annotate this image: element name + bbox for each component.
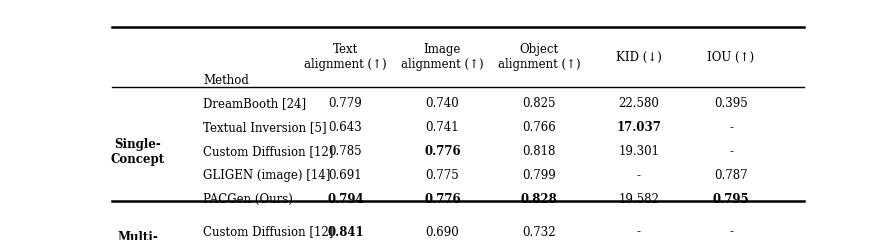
Text: 0.787: 0.787 — [714, 169, 747, 182]
Text: Single-
Concept: Single- Concept — [111, 138, 165, 166]
Text: 0.818: 0.818 — [522, 145, 556, 158]
Text: 0.643: 0.643 — [329, 121, 363, 134]
Text: -: - — [729, 121, 733, 134]
Text: Method: Method — [203, 74, 249, 87]
Text: -: - — [637, 169, 641, 182]
Text: KID (↓): KID (↓) — [616, 51, 662, 64]
Text: 0.775: 0.775 — [426, 169, 459, 182]
Text: 19.301: 19.301 — [619, 145, 660, 158]
Text: 0.825: 0.825 — [522, 97, 556, 110]
Text: 0.766: 0.766 — [522, 121, 556, 134]
Text: Textual Inversion [5]: Textual Inversion [5] — [203, 121, 327, 134]
Text: 0.841: 0.841 — [327, 226, 363, 239]
Text: -: - — [637, 226, 641, 239]
Text: 0.779: 0.779 — [329, 97, 363, 110]
Text: DreamBooth [24]: DreamBooth [24] — [203, 97, 306, 110]
Text: 0.799: 0.799 — [522, 169, 556, 182]
Text: Custom Diffusion [12]: Custom Diffusion [12] — [203, 145, 333, 158]
Text: Multi-
Concept: Multi- Concept — [111, 231, 165, 240]
Text: 19.582: 19.582 — [619, 193, 659, 206]
Text: 0.785: 0.785 — [329, 145, 363, 158]
Text: Text
alignment (↑): Text alignment (↑) — [305, 43, 387, 72]
Text: 0.828: 0.828 — [521, 193, 558, 206]
Text: 22.580: 22.580 — [619, 97, 659, 110]
Text: 0.740: 0.740 — [426, 97, 459, 110]
Text: 0.690: 0.690 — [426, 226, 459, 239]
Text: 0.776: 0.776 — [424, 193, 461, 206]
Text: 0.732: 0.732 — [522, 226, 556, 239]
Text: 0.741: 0.741 — [426, 121, 459, 134]
Text: 17.037: 17.037 — [616, 121, 662, 134]
Text: 0.794: 0.794 — [327, 193, 363, 206]
Text: Custom Diffusion [12]: Custom Diffusion [12] — [203, 226, 333, 239]
Text: -: - — [729, 145, 733, 158]
Text: GLIGEN (image) [14]: GLIGEN (image) [14] — [203, 169, 330, 182]
Text: 0.795: 0.795 — [713, 193, 749, 206]
Text: Object
alignment (↑): Object alignment (↑) — [498, 43, 580, 72]
Text: IOU (↑): IOU (↑) — [707, 51, 755, 64]
Text: PACGen (Ours): PACGen (Ours) — [203, 193, 293, 206]
Text: -: - — [729, 226, 733, 239]
Text: 0.776: 0.776 — [424, 145, 461, 158]
Text: 0.691: 0.691 — [329, 169, 363, 182]
Text: 0.395: 0.395 — [714, 97, 748, 110]
Text: Image
alignment (↑): Image alignment (↑) — [401, 43, 484, 72]
